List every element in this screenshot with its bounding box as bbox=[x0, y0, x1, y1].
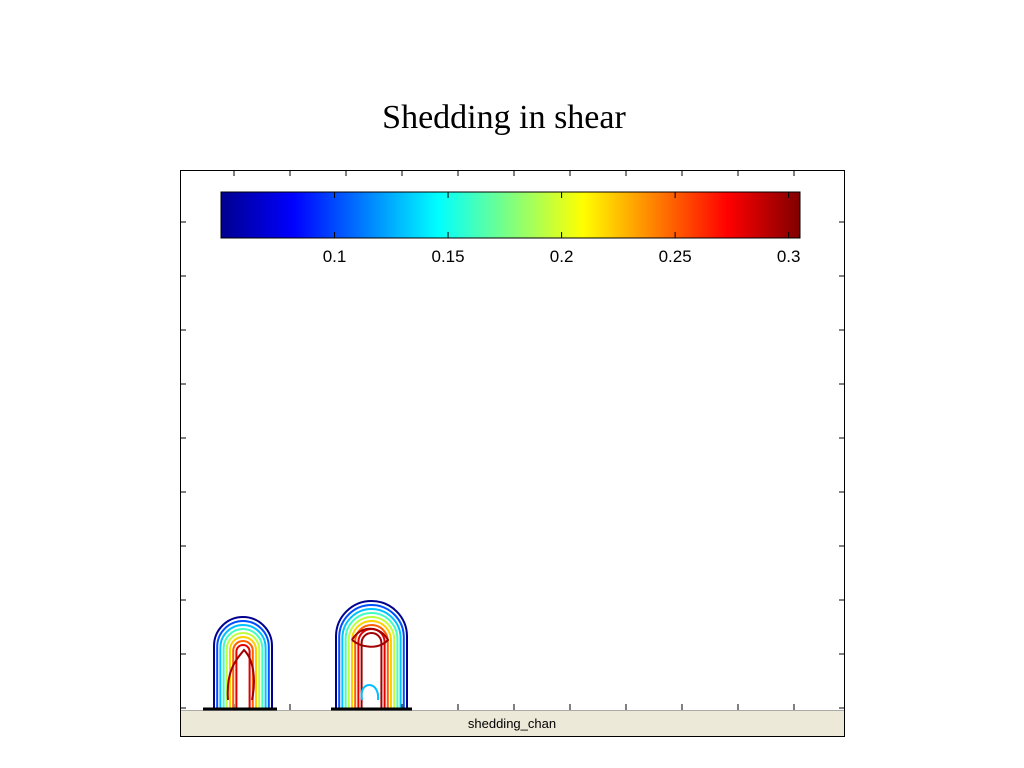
contour-line bbox=[351, 620, 392, 708]
contour-line bbox=[225, 632, 261, 708]
status-text: shedding_chan bbox=[468, 716, 556, 731]
contour-line bbox=[222, 628, 264, 708]
contour-line bbox=[341, 608, 402, 708]
contour-line bbox=[226, 648, 255, 701]
colorbar bbox=[220, 191, 801, 239]
contour-line bbox=[351, 627, 390, 648]
contour-line bbox=[347, 616, 396, 708]
contour-line bbox=[360, 632, 383, 708]
contours bbox=[213, 600, 408, 708]
colorbar-tick-label: 0.25 bbox=[659, 247, 692, 266]
colorbar-tick-label: 0.2 bbox=[550, 247, 574, 266]
colorbar-tick-label: 0.15 bbox=[432, 247, 465, 266]
status-bar bbox=[181, 711, 844, 736]
contour-line bbox=[213, 616, 273, 708]
slide-title: Shedding in shear bbox=[382, 99, 626, 136]
contour-line bbox=[232, 640, 254, 708]
contour-line bbox=[235, 644, 251, 708]
colorbar-ticks: 0.1 0.15 0.2 0.25 0.3 bbox=[323, 192, 801, 266]
contour-line bbox=[229, 636, 257, 708]
contour-line bbox=[360, 684, 380, 701]
contour-line bbox=[219, 624, 267, 708]
figure-frame bbox=[180, 170, 845, 737]
frame-ticks bbox=[181, 171, 844, 710]
colorbar-tick-label: 0.1 bbox=[323, 247, 347, 266]
contour-line bbox=[344, 612, 399, 708]
contour-line bbox=[335, 600, 408, 708]
colorbar-tick-label: 0.3 bbox=[777, 247, 801, 266]
contour-line bbox=[338, 604, 405, 708]
contour-line bbox=[216, 620, 270, 708]
